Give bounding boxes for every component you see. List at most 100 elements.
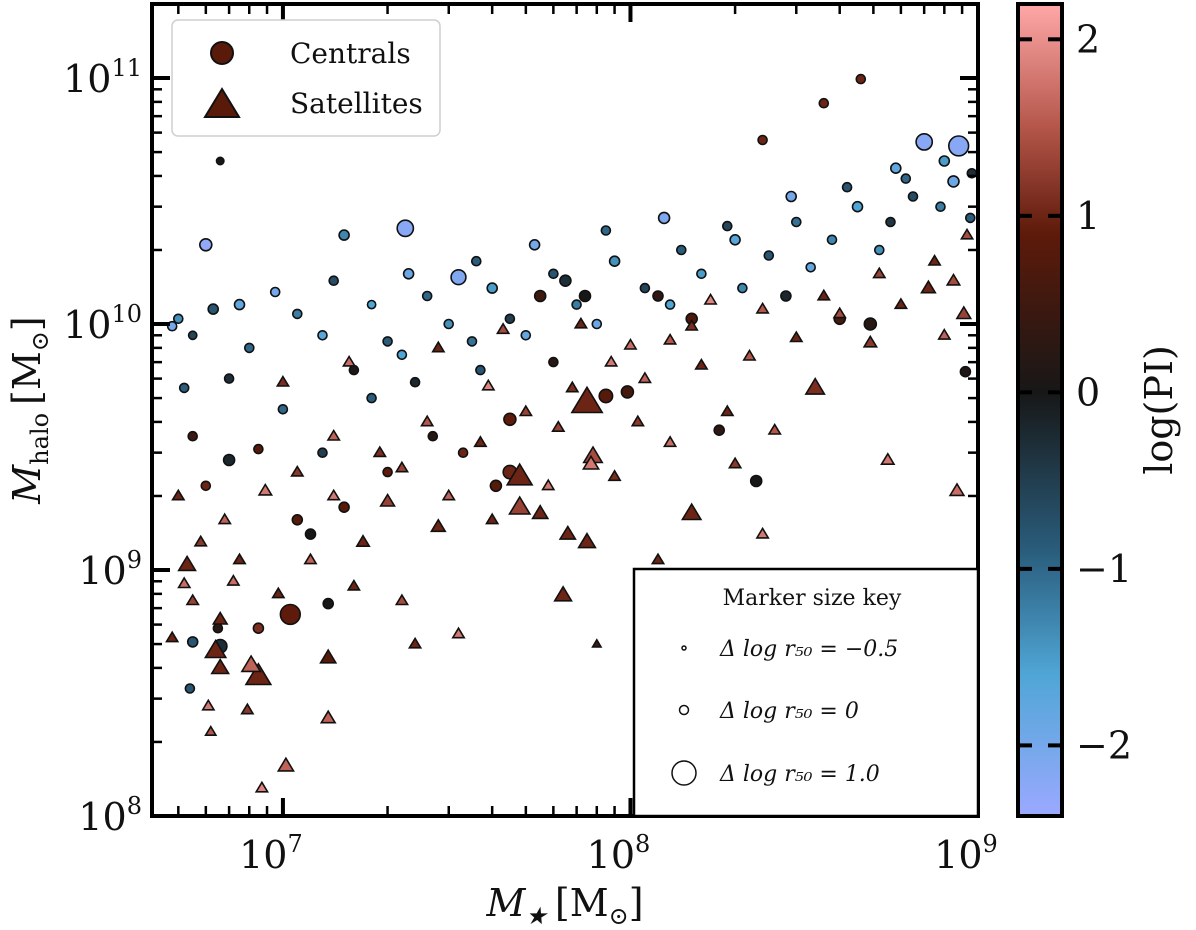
central-point — [244, 342, 255, 354]
satellite-point — [755, 526, 770, 539]
central-point — [223, 373, 235, 384]
satellite-point — [290, 464, 305, 477]
central-point — [317, 447, 328, 459]
central-point — [443, 318, 455, 330]
central-point — [382, 466, 393, 478]
central-point — [696, 268, 707, 280]
central-point — [503, 412, 517, 427]
satellite-point — [577, 532, 597, 549]
colorbar-tick-labels: 2 1 0 −1 −2 — [1076, 17, 1132, 767]
central-point — [186, 636, 199, 648]
y-tick-label: 109 — [78, 546, 142, 593]
satellite-point — [541, 478, 556, 491]
satellite-point — [920, 279, 937, 294]
satellite-point — [680, 502, 703, 521]
colorbar-tick-label: −2 — [1076, 723, 1132, 767]
central-point — [559, 274, 572, 288]
central-point — [421, 290, 433, 302]
satellite-point — [257, 482, 274, 496]
central-point — [178, 382, 190, 394]
satellite-point — [473, 435, 488, 448]
central-point — [938, 155, 951, 167]
size-key-medium-marker — [678, 704, 690, 716]
satellite-point — [703, 292, 718, 305]
satellite-point — [372, 445, 387, 458]
satellite-point — [171, 488, 186, 501]
central-point — [279, 603, 301, 626]
central-point — [504, 313, 516, 325]
size-key-large-label: Δ log r₅₀ = 1.0 — [719, 762, 880, 787]
y-axis-label: Mhalo [M⊙] — [5, 316, 54, 504]
central-point — [338, 501, 350, 514]
legend-centrals-marker — [210, 41, 234, 65]
satellite-point — [451, 626, 466, 639]
satellite-point — [177, 576, 192, 589]
satellite-point — [319, 648, 338, 664]
central-point — [785, 190, 798, 203]
colorbar-tick-label: −1 — [1076, 547, 1132, 591]
x-axis-unit-open: [M — [555, 881, 609, 925]
central-point — [652, 290, 664, 302]
size-key-small-label: Δ log r₅₀ = −0.5 — [719, 637, 898, 662]
central-point — [729, 234, 741, 246]
central-point — [533, 289, 547, 303]
satellite-point — [955, 305, 973, 320]
satellite-point — [945, 272, 962, 286]
central-point — [450, 269, 467, 286]
central-point — [528, 239, 541, 251]
satellite-point — [816, 288, 831, 301]
satellite-point — [862, 334, 879, 348]
y-tick-label: 1011 — [63, 54, 142, 101]
satellite-point — [684, 318, 699, 331]
satellite-point — [581, 454, 601, 470]
x-axis-unit-close: ] — [629, 881, 644, 925]
central-point — [851, 200, 864, 213]
satellite-point — [720, 404, 735, 417]
central-point — [863, 317, 878, 331]
satellite-point — [531, 504, 550, 520]
x-tick-label: 108 — [587, 830, 651, 877]
central-point — [187, 330, 198, 341]
legend-satellites-marker — [203, 87, 241, 118]
satellite-point — [394, 460, 410, 473]
central-point — [907, 191, 919, 202]
central-point — [457, 447, 469, 459]
y-axis-subscript: halo — [26, 413, 54, 465]
size-key: Marker size key Δ log r₅₀ = −0.5 Δ log r… — [632, 567, 980, 818]
central-point — [520, 329, 532, 341]
central-point — [947, 135, 970, 157]
satellite-point — [210, 657, 231, 675]
satellite-point — [326, 428, 341, 441]
central-point — [571, 299, 582, 310]
satellite-point — [553, 585, 573, 602]
satellite-point — [276, 756, 295, 772]
satellite-point — [275, 375, 291, 387]
satellite-point — [872, 266, 887, 279]
plot-frame — [150, 2, 980, 818]
satellite-point — [193, 534, 208, 547]
satellite-point — [226, 574, 241, 586]
central-point — [805, 261, 817, 273]
central-point — [657, 211, 671, 225]
satellite-point — [165, 630, 180, 643]
central-point — [873, 244, 885, 256]
size-key-small-marker — [681, 645, 687, 651]
central-point — [200, 480, 212, 492]
central-point — [212, 622, 224, 634]
central-point — [889, 162, 902, 174]
legend-satellites-label: Satellites — [290, 87, 423, 120]
satellite-point — [565, 380, 580, 393]
size-key-title: Marker size key — [723, 586, 902, 611]
satellite-point — [755, 301, 770, 314]
central-point — [737, 282, 748, 294]
central-point — [304, 528, 317, 540]
central-point — [317, 329, 328, 341]
central-point — [721, 220, 733, 232]
central-point — [489, 479, 503, 493]
colorbar: 2 1 0 −1 −2 log(PI) — [1016, 2, 1181, 818]
satellite-point — [662, 332, 678, 345]
x-tick-label: 107 — [239, 830, 303, 877]
satellite-point — [959, 227, 975, 240]
satellite-point — [893, 297, 909, 310]
